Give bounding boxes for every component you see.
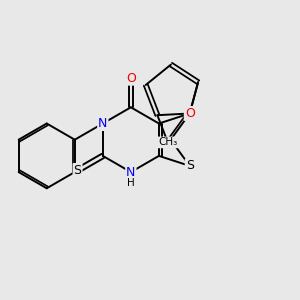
Text: N: N [98, 117, 107, 130]
Text: S: S [186, 159, 194, 172]
Text: O: O [126, 72, 136, 85]
Text: H: H [127, 178, 135, 188]
Text: N: N [126, 166, 136, 178]
Text: O: O [185, 107, 195, 120]
Text: CH₃: CH₃ [158, 137, 177, 147]
Text: S: S [74, 164, 82, 177]
